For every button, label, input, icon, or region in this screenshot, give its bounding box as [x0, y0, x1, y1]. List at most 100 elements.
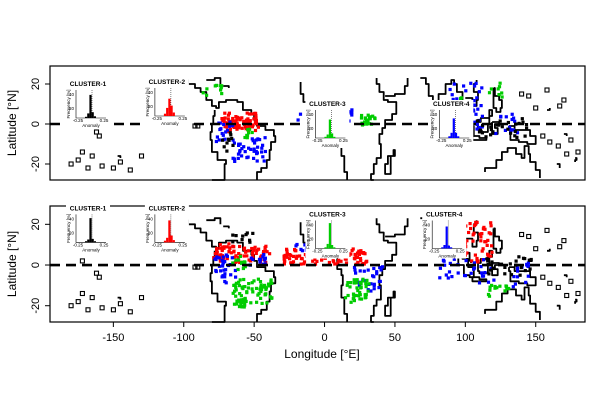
cluster-grid-point [488, 288, 492, 292]
cluster-grid-point [358, 256, 363, 261]
cluster-grid-point [498, 119, 502, 123]
cluster-grid-point [504, 115, 508, 119]
coastline-segment [508, 125, 537, 145]
coastline-segment [547, 108, 551, 111]
cluster-grid-point [239, 294, 243, 298]
cluster-grid-point [487, 272, 491, 276]
inset-xtick-left: -0.25 [152, 116, 163, 121]
cluster-grid-point [487, 91, 492, 95]
inset-ylabel: Frequency [%] [145, 214, 150, 243]
cluster-grid-point [520, 117, 524, 121]
cluster-grid-point [362, 262, 366, 266]
cluster-grid-point [472, 109, 476, 113]
cluster-grid-point [480, 274, 485, 278]
inset-xtick-right: 0.25 [339, 138, 348, 143]
cluster-grid-point [495, 123, 499, 127]
inset-xtick-right: 0.25 [179, 242, 188, 247]
cluster-grid-point [236, 152, 241, 156]
cluster-grid-point [448, 261, 452, 265]
cluster-grid-point [469, 226, 473, 231]
cluster-grid-point [252, 156, 256, 160]
cluster-grid-point [352, 299, 356, 303]
cluster-grid-point [289, 261, 293, 265]
cluster-grid-point [240, 147, 244, 151]
cluster-grid-point [288, 253, 292, 257]
coastline-segment [563, 133, 568, 136]
cluster-grid-point [237, 298, 241, 302]
cluster-grid-point [353, 268, 357, 272]
cluster-grid-point [477, 90, 481, 94]
cluster-grid-point [357, 284, 361, 288]
inset-histogram-bar [163, 240, 167, 243]
cluster-grid-point [489, 221, 493, 225]
cluster-grid-point [354, 271, 358, 275]
cluster-grid-point [452, 257, 456, 261]
cluster-grid-point [519, 266, 523, 270]
cluster-grid-point [262, 250, 266, 254]
cluster-grid-point [221, 264, 225, 268]
cluster-grid-point [225, 128, 230, 132]
cluster-grid-point [254, 286, 259, 290]
cluster-grid-point [371, 114, 375, 118]
longitude-tick-label: -100 [173, 332, 195, 344]
cluster-grid-point [313, 257, 317, 261]
island-marker [561, 97, 567, 103]
cluster-grid-point [365, 118, 369, 122]
cluster-grid-point [267, 282, 271, 286]
island-marker [533, 246, 539, 252]
cluster-grid-point [244, 233, 248, 237]
cluster-grid-point [518, 273, 522, 277]
island-marker [117, 301, 123, 307]
cluster-grid-point [259, 285, 263, 289]
cluster-grid-point [467, 230, 471, 235]
cluster-grid-point [214, 139, 218, 144]
cluster-grid-point [223, 275, 227, 279]
island-marker [557, 103, 563, 109]
cluster-grid-point [478, 128, 483, 132]
cluster-grid-point [230, 256, 234, 260]
cluster-grid-point [500, 95, 504, 99]
cluster-grid-point [263, 246, 267, 250]
cluster-grid-point [359, 282, 363, 286]
cluster-grid-point [358, 290, 362, 295]
cluster-grid-point [233, 159, 237, 163]
coastline-segment [223, 225, 230, 229]
cluster-grid-point [222, 268, 226, 272]
cluster-grid-point [455, 97, 459, 101]
cluster-grid-point [513, 129, 517, 134]
cluster-grid-point [240, 261, 244, 265]
island-marker [89, 295, 95, 301]
cluster-grid-point [235, 125, 239, 129]
coastline-segment [209, 110, 227, 181]
cluster-grid-point [473, 84, 477, 88]
cluster-grid-point [302, 262, 306, 266]
cluster-grid-point [256, 293, 260, 297]
cluster-grid-point [235, 299, 239, 303]
island-marker [85, 307, 91, 313]
cluster-grid-point [250, 137, 254, 141]
top-panel-latitude-ticks: 20 0 -20 [30, 78, 50, 172]
cluster-grid-point [471, 239, 475, 243]
cluster-grid-point [303, 243, 307, 247]
cluster-grid-point [234, 294, 238, 298]
cluster-grid-point [474, 81, 478, 85]
cluster-grid-point [485, 257, 489, 261]
cluster-grid-point [257, 291, 261, 295]
cluster-grid-point [260, 150, 264, 154]
inset-ytick-low: 20 [432, 126, 438, 131]
cluster-grid-point [263, 293, 267, 297]
cluster-grid-point [251, 254, 255, 258]
cluster-grid-point [332, 260, 336, 264]
cluster-grid-point [344, 261, 349, 265]
island-marker [544, 227, 550, 233]
inset-ytick-high: 40 [69, 216, 75, 221]
island-marker [79, 258, 85, 264]
inset-histogram-bar [450, 132, 453, 138]
inset-histogram-bar [331, 245, 334, 249]
inset-ylabel: Frequency [%] [66, 89, 71, 118]
cluster-grid-point [456, 271, 460, 275]
cluster-grid-point [477, 125, 481, 130]
inset-xlabel: Anomaly [82, 247, 100, 252]
cluster-grid-point [257, 257, 262, 261]
